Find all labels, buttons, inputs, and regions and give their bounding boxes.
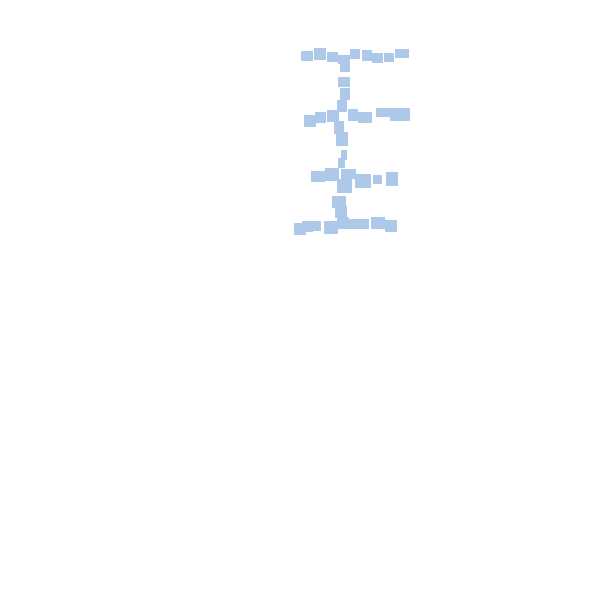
glyph-fragment (324, 221, 338, 234)
glyph-fragment (371, 217, 385, 229)
glyph-fragment (376, 108, 391, 117)
glyph-fragment (385, 220, 397, 232)
glyph-fragment (384, 53, 394, 62)
glyph-fragment (355, 174, 371, 188)
glyph-fragment (358, 112, 372, 123)
glyph-fragment (350, 49, 360, 59)
glyph-fragment (340, 62, 350, 72)
glyph-fragment (338, 55, 350, 64)
glyph-fragment (302, 221, 313, 232)
glyph-fragment (373, 175, 382, 184)
glyph-fragment (359, 219, 369, 229)
glyph-fragment (313, 221, 321, 231)
glyph-fragment (315, 112, 326, 123)
glyph-fragment (362, 50, 372, 61)
glyph-fragment (341, 150, 347, 160)
glyph-fragment (395, 49, 409, 58)
glyph-fragment (337, 179, 352, 193)
glyph-fragment (337, 100, 347, 112)
glyph-fragment (327, 110, 339, 122)
glyph-fragment (341, 169, 356, 179)
fragmented-glyph (294, 48, 410, 235)
glyph-fragment (340, 88, 350, 100)
glyph-fragment (338, 158, 345, 168)
glyph-fragment (334, 121, 344, 134)
glyph-fragment (338, 77, 350, 87)
glyph-fragment (311, 171, 325, 182)
glyph-fragment (337, 217, 349, 229)
glyph-fragment (335, 206, 347, 218)
glyph-fragment (327, 52, 338, 62)
glyph-fragment (304, 115, 316, 127)
glyph-fragment (332, 196, 346, 208)
glyph-fragment (348, 109, 358, 121)
glyph-fragment (314, 48, 326, 60)
glyph-fragment (348, 219, 360, 229)
glyph-fragment (325, 168, 339, 181)
glyph-fragment (336, 132, 348, 146)
glyph-fragment (301, 51, 313, 61)
glyph-fragment (390, 108, 410, 121)
glyph-fragment (372, 53, 383, 63)
glyph-fragment (386, 172, 398, 186)
